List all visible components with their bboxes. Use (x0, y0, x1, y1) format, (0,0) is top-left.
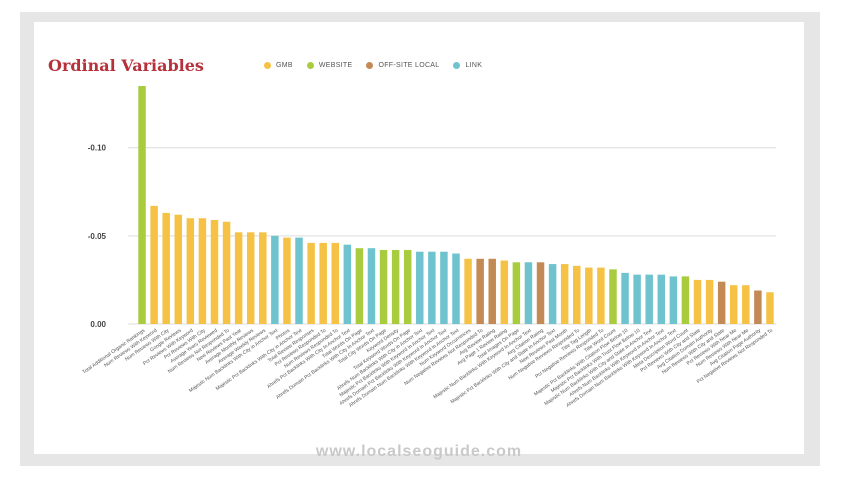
bar (705, 279, 714, 324)
bar (403, 249, 412, 324)
bar (512, 262, 521, 324)
bar (283, 237, 291, 324)
bar (319, 242, 327, 324)
bars (138, 86, 774, 324)
bar (198, 218, 207, 324)
legend-swatch (366, 62, 374, 69)
bar (222, 221, 231, 324)
legend-item-gmb: GMB (264, 62, 293, 69)
bar (367, 248, 376, 324)
watermark: www.localseoguide.com (315, 443, 523, 460)
bar (428, 251, 436, 324)
bar (754, 290, 762, 324)
chart-legend: GMB WEBSITE OFF-SITE LOCAL LINK (264, 62, 496, 69)
bar (621, 272, 629, 324)
legend-swatch (306, 62, 314, 69)
legend-label: WEBSITE (318, 62, 353, 69)
bar (500, 260, 509, 324)
bar (536, 262, 545, 324)
bar (645, 274, 653, 324)
bar (464, 258, 472, 324)
bar (633, 274, 641, 324)
bar (573, 265, 581, 324)
bar (669, 276, 678, 324)
legend-swatch (453, 62, 461, 69)
bar (729, 285, 738, 324)
chart-title: Ordinal Variables (48, 56, 204, 75)
bar (259, 232, 267, 324)
legend-item-link: LINK (453, 62, 482, 69)
chart-card: Ordinal Variables GMB WEBSITE OFF-SITE LOC… (34, 22, 804, 460)
legend-item-off-site-local: OFF-SITE LOCAL (366, 62, 439, 69)
bar (717, 281, 726, 324)
bar (150, 205, 158, 324)
bar (162, 212, 170, 324)
y-tick-label: -0.10 (88, 144, 107, 153)
legend-label: OFF-SITE LOCAL (378, 62, 440, 69)
bar (331, 242, 339, 324)
bar (524, 262, 533, 324)
y-tick-label: -0.05 (88, 232, 107, 241)
legend-item-website: WEBSITE (306, 62, 353, 69)
bar (174, 214, 183, 324)
bar (476, 258, 484, 324)
bar (379, 249, 388, 324)
chart-frame: Ordinal Variables GMB WEBSITE OFF-SITE LOC… (20, 12, 820, 466)
legend-label: LINK (465, 62, 483, 69)
bar (234, 232, 243, 324)
bar (488, 258, 496, 324)
bar (391, 249, 400, 324)
bar (271, 235, 279, 324)
bar (560, 264, 569, 324)
bar (657, 274, 666, 324)
bar (440, 251, 448, 324)
bar (597, 267, 605, 324)
bar (210, 219, 219, 324)
y-tick-labels: -0.10 -0.05 0.00 (88, 144, 107, 329)
bar (246, 232, 255, 324)
bar (186, 218, 195, 324)
bar (416, 251, 424, 324)
y-tick-label: 0.00 (90, 320, 106, 329)
bar (766, 292, 774, 324)
bar (585, 267, 593, 324)
bar (307, 242, 315, 324)
bar (548, 264, 557, 324)
bar (693, 279, 702, 324)
bar (355, 248, 364, 324)
bar (452, 253, 460, 324)
bar-chart: -0.10 -0.05 0.00 Total Additional Organic … (81, 86, 776, 409)
legend-swatch (264, 62, 271, 69)
bar (343, 244, 352, 324)
bar (681, 276, 690, 324)
bar (295, 237, 303, 324)
bar (742, 285, 750, 324)
legend-label: GMB (276, 62, 293, 69)
bar (609, 269, 617, 324)
bar (138, 86, 146, 324)
